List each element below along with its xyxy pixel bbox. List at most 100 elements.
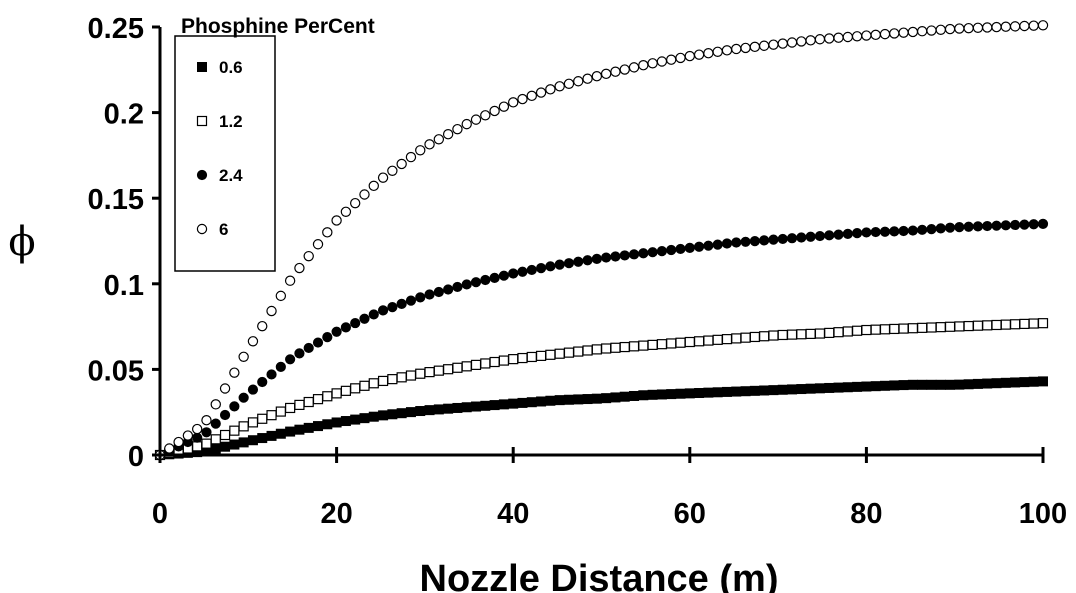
data-point bbox=[322, 419, 333, 430]
data-point bbox=[889, 380, 900, 391]
data-point bbox=[749, 235, 760, 247]
legend-title: Phosphine PerCent bbox=[181, 15, 375, 38]
data-point bbox=[601, 393, 612, 404]
data-point bbox=[972, 22, 984, 34]
data-marks bbox=[154, 20, 1049, 461]
data-point bbox=[1019, 219, 1030, 230]
data-point bbox=[322, 227, 333, 238]
data-point bbox=[1009, 21, 1021, 32]
data-point bbox=[787, 384, 798, 395]
data-point bbox=[638, 340, 649, 351]
data-point bbox=[266, 369, 277, 380]
data-point bbox=[852, 381, 863, 392]
data-point bbox=[201, 415, 212, 426]
data-point bbox=[173, 436, 184, 448]
data-point bbox=[591, 70, 603, 82]
data-point bbox=[591, 393, 602, 404]
data-point bbox=[1028, 318, 1039, 329]
data-point bbox=[554, 348, 565, 359]
data-point bbox=[229, 439, 240, 450]
data-point bbox=[833, 32, 844, 43]
data-point bbox=[573, 76, 584, 87]
data-point bbox=[814, 34, 826, 45]
data-point bbox=[424, 367, 435, 378]
x-tick-label: 20 bbox=[320, 498, 352, 530]
data-point bbox=[359, 380, 370, 391]
data-point bbox=[182, 430, 194, 441]
data-point bbox=[452, 402, 463, 413]
data-point bbox=[368, 180, 379, 192]
data-point bbox=[498, 355, 510, 366]
data-point bbox=[675, 52, 686, 64]
data-point bbox=[1028, 219, 1039, 230]
data-point bbox=[824, 382, 835, 393]
data-point bbox=[982, 22, 993, 33]
data-point bbox=[405, 295, 417, 306]
data-point bbox=[684, 336, 695, 348]
data-point bbox=[1010, 219, 1021, 231]
data-point bbox=[396, 158, 407, 170]
data-point bbox=[489, 272, 500, 283]
data-point bbox=[982, 220, 993, 232]
data-point bbox=[619, 250, 630, 261]
data-point bbox=[554, 81, 565, 92]
data-point bbox=[433, 134, 445, 145]
data-point bbox=[954, 222, 965, 233]
data-point bbox=[749, 41, 761, 53]
data-point bbox=[368, 309, 379, 320]
data-point bbox=[322, 332, 333, 343]
data-point bbox=[554, 259, 565, 270]
y-axis-title: ϕ bbox=[8, 219, 35, 265]
data-point bbox=[759, 235, 770, 246]
data-point bbox=[982, 320, 993, 331]
data-point bbox=[517, 93, 528, 105]
data-point bbox=[275, 428, 286, 439]
legend-marker bbox=[197, 62, 207, 72]
data-point bbox=[879, 28, 891, 40]
data-point bbox=[656, 56, 668, 67]
data-point bbox=[786, 329, 798, 340]
data-point bbox=[852, 228, 863, 239]
data-point bbox=[935, 322, 946, 333]
data-point bbox=[675, 243, 686, 255]
data-point bbox=[340, 322, 351, 333]
data-point bbox=[638, 248, 649, 259]
legend-label: 1.2 bbox=[219, 112, 243, 131]
data-point bbox=[1037, 218, 1049, 229]
data-point bbox=[526, 264, 537, 276]
data-point bbox=[396, 408, 407, 419]
data-point bbox=[1000, 21, 1012, 32]
series-2.4 bbox=[154, 218, 1049, 461]
data-point bbox=[721, 45, 733, 56]
data-point bbox=[963, 320, 974, 332]
data-point bbox=[545, 349, 556, 360]
series-1.2 bbox=[154, 318, 1049, 461]
data-point bbox=[368, 378, 379, 389]
data-point bbox=[303, 422, 314, 433]
data-point bbox=[1019, 318, 1030, 329]
data-point bbox=[805, 328, 816, 339]
data-point bbox=[917, 322, 928, 333]
data-point bbox=[601, 252, 612, 263]
data-point bbox=[647, 339, 658, 350]
data-point bbox=[898, 323, 909, 334]
data-point bbox=[266, 305, 277, 317]
data-point bbox=[415, 145, 426, 156]
data-point bbox=[452, 281, 463, 293]
data-point bbox=[870, 226, 881, 238]
data-point bbox=[563, 78, 575, 89]
data-point bbox=[443, 364, 454, 375]
y-tick-label: 0.1 bbox=[104, 270, 144, 302]
data-point bbox=[517, 397, 528, 408]
data-point bbox=[340, 416, 351, 427]
data-point bbox=[1037, 20, 1049, 31]
data-point bbox=[861, 30, 872, 41]
data-point bbox=[535, 263, 547, 274]
data-point bbox=[629, 390, 640, 401]
data-point bbox=[554, 395, 565, 406]
data-point bbox=[340, 385, 351, 396]
data-point bbox=[405, 407, 416, 418]
data-point bbox=[758, 40, 770, 51]
data-point bbox=[470, 114, 482, 125]
